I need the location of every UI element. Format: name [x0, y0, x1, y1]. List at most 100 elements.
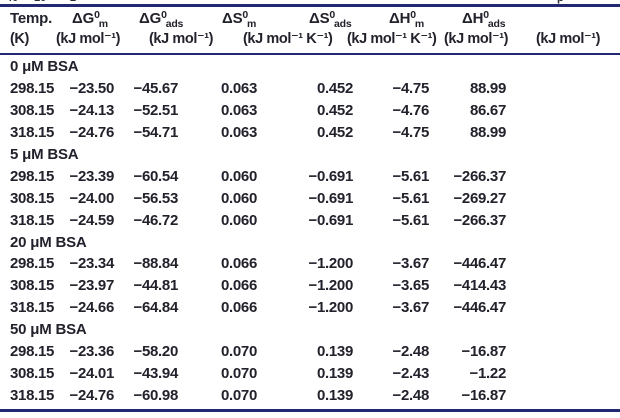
table-row: 318.15 −24.76 −54.71 0.063 0.452 −4.75 88.99 — [8, 122, 612, 144]
caption-fragment-text: p — [557, 0, 564, 4]
value-cell: 0.060 — [220, 189, 257, 207]
value-cell: −54.71 — [133, 124, 179, 142]
value-cell: −46.72 — [133, 211, 179, 229]
value-cell: −24.59 — [69, 211, 115, 229]
value-cell: −3.67 — [392, 255, 430, 273]
value-cell: −24.00 — [69, 189, 115, 207]
temperature-cell: 318.15 — [10, 124, 55, 142]
value-cell: 0.452 — [316, 80, 353, 98]
section-label: 50 μM BSA — [10, 321, 87, 339]
table-row: 308.15 −23.97 −44.81 0.066 −1.200 −3.65 −414.4… — [8, 275, 612, 297]
table-row: 318.15 −24.76 −60.98 0.070 0.139 −2.48 −16.87 — [8, 384, 612, 406]
table-row: 298.15 −23.50 −45.67 0.063 0.452 −4.75 88.99 — [8, 78, 612, 100]
value-cell: −24.76 — [69, 124, 115, 142]
temperature-cell: 308.15 — [10, 277, 55, 295]
value-cell: −2.48 — [392, 386, 430, 404]
value-cell: 0.070 — [220, 386, 257, 404]
temperature-cell: 318.15 — [10, 299, 55, 317]
value-cell: 0.066 — [220, 255, 257, 273]
section-label-row: 5 μM BSA — [8, 144, 612, 166]
value-cell: 0.139 — [316, 386, 353, 404]
value-cell: −5.61 — [392, 189, 430, 207]
value-cell: −16.87 — [461, 343, 507, 361]
value-cell: −23.34 — [69, 255, 115, 273]
value-cell: −414.43 — [453, 277, 506, 295]
table-row: 308.15 −24.00 −56.53 0.060 −0.691 −5.61 −269.2… — [8, 187, 612, 209]
value-cell: −3.67 — [392, 299, 430, 317]
column-unit-dS-m: (kJ mol⁻¹ K⁻¹) — [243, 31, 333, 47]
value-cell: −2.43 — [392, 364, 430, 382]
value-cell: −56.53 — [133, 189, 179, 207]
column-unit-dG-m: (kJ mol⁻¹) — [56, 31, 121, 47]
value-cell: 0.139 — [316, 364, 353, 382]
value-cell: −64.84 — [133, 299, 179, 317]
value-cell: 88.99 — [469, 124, 506, 142]
value-cell: −23.97 — [69, 277, 115, 295]
value-cell: 0.060 — [220, 167, 257, 185]
value-cell: −23.36 — [69, 343, 115, 361]
value-cell: 0.063 — [220, 102, 257, 120]
value-cell: −23.50 — [69, 80, 115, 98]
section-label: 0 μM BSA — [10, 58, 79, 76]
value-cell: 86.67 — [469, 102, 506, 120]
value-cell: −1.22 — [469, 364, 507, 382]
temperature-cell: 318.15 — [10, 211, 55, 229]
table-row: 298.15 −23.39 −60.54 0.060 −0.691 −5.61 −266.3… — [8, 165, 612, 187]
value-cell: −4.76 — [392, 102, 430, 120]
value-cell: −2.48 — [392, 343, 430, 361]
value-cell: −24.01 — [69, 364, 115, 382]
caption-fragment-text: 2 — [70, 0, 76, 4]
column-header-dH-ads: ΔH0ads — [462, 9, 506, 30]
value-cell: −266.37 — [453, 211, 506, 229]
value-cell: 0.070 — [220, 343, 257, 361]
cropped-caption-fragment: 40 10 2 p — [0, 0, 620, 4]
value-cell: −3.65 — [392, 277, 430, 295]
value-cell: −266.37 — [453, 167, 506, 185]
temperature-cell: 308.15 — [10, 364, 55, 382]
value-cell: −1.200 — [308, 277, 354, 295]
table-top-rule — [0, 4, 620, 7]
value-cell: −23.39 — [69, 167, 115, 185]
value-cell: 0.070 — [220, 364, 257, 382]
value-cell: −5.61 — [392, 211, 430, 229]
value-cell: 0.139 — [316, 343, 353, 361]
table-row: 318.15 −24.59 −46.72 0.060 −0.691 −5.61 −266.3… — [8, 209, 612, 231]
value-cell: −88.84 — [133, 255, 179, 273]
temperature-cell: 298.15 — [10, 255, 55, 273]
value-cell: −446.47 — [453, 299, 506, 317]
value-cell: −24.76 — [69, 386, 115, 404]
value-cell: −16.87 — [461, 386, 507, 404]
temperature-cell: 308.15 — [10, 189, 55, 207]
table-bottom-rule — [0, 409, 620, 412]
value-cell: −269.27 — [453, 189, 506, 207]
value-cell: −60.98 — [133, 386, 179, 404]
column-header-temp: Temp. — [10, 10, 53, 27]
table-row: 308.15 −24.01 −43.94 0.070 0.139 −2.43 −1.22 — [8, 362, 612, 384]
column-header-dS-ads: ΔS0ads — [309, 9, 352, 30]
value-cell: 88.99 — [469, 80, 506, 98]
value-cell: 0.063 — [220, 80, 257, 98]
value-cell: −58.20 — [133, 343, 179, 361]
column-unit-temp: (K) — [10, 31, 29, 47]
header-separator-rule — [0, 53, 620, 55]
section-label-row: 50 μM BSA — [8, 319, 612, 341]
temperature-cell: 308.15 — [10, 102, 55, 120]
table-row: 318.15 −24.66 −64.84 0.066 −1.200 −3.67 −446.4… — [8, 297, 612, 319]
value-cell: −0.691 — [308, 167, 354, 185]
table-row: 298.15 −23.34 −88.84 0.066 −1.200 −3.67 −446.4… — [8, 253, 612, 275]
column-header-dG-ads: ΔG0ads — [139, 9, 184, 30]
value-cell: −0.691 — [308, 189, 354, 207]
value-cell: 0.060 — [220, 211, 257, 229]
temperature-cell: 298.15 — [10, 80, 55, 98]
section-label-row: 0 μM BSA — [8, 56, 612, 78]
value-cell: 0.066 — [220, 277, 257, 295]
value-cell: 0.452 — [316, 102, 353, 120]
value-cell: −1.200 — [308, 299, 354, 317]
value-cell: −1.200 — [308, 255, 354, 273]
section-label: 20 μM BSA — [10, 233, 87, 251]
section-label: 5 μM BSA — [10, 146, 79, 163]
caption-fragment-text: 10 — [34, 0, 46, 4]
value-cell: −4.75 — [392, 124, 430, 142]
value-cell: −45.67 — [133, 80, 179, 98]
caption-fragment-text: 40 — [6, 0, 18, 4]
